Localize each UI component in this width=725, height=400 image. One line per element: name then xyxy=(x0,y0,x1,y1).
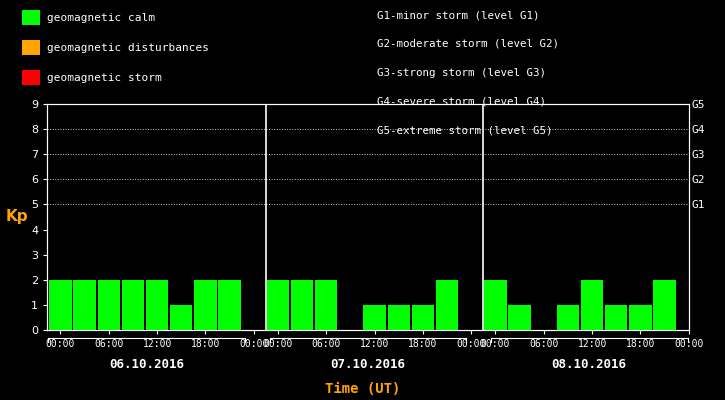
Bar xyxy=(291,280,313,330)
Text: G4-severe storm (level G4): G4-severe storm (level G4) xyxy=(377,96,546,106)
Bar xyxy=(605,305,627,330)
Bar xyxy=(218,280,241,330)
Bar xyxy=(629,305,652,330)
Text: 06.10.2016: 06.10.2016 xyxy=(109,358,184,371)
Text: 07.10.2016: 07.10.2016 xyxy=(331,358,405,371)
Bar xyxy=(388,305,410,330)
Bar xyxy=(98,280,120,330)
Bar xyxy=(484,280,507,330)
Text: G5-extreme storm (level G5): G5-extreme storm (level G5) xyxy=(377,125,552,135)
Bar xyxy=(122,280,144,330)
Bar xyxy=(557,305,579,330)
Bar xyxy=(436,280,458,330)
Text: G2-moderate storm (level G2): G2-moderate storm (level G2) xyxy=(377,39,559,49)
Y-axis label: Kp: Kp xyxy=(6,210,28,224)
Bar xyxy=(508,305,531,330)
Bar xyxy=(581,280,603,330)
Text: G3-strong storm (level G3): G3-strong storm (level G3) xyxy=(377,68,546,78)
Bar xyxy=(170,305,192,330)
Text: Time (UT): Time (UT) xyxy=(325,382,400,396)
Bar xyxy=(412,305,434,330)
Text: geomagnetic storm: geomagnetic storm xyxy=(47,73,162,83)
Bar xyxy=(73,280,96,330)
Bar xyxy=(315,280,337,330)
Text: geomagnetic disturbances: geomagnetic disturbances xyxy=(47,43,209,53)
Bar xyxy=(267,280,289,330)
Bar xyxy=(49,280,72,330)
Bar xyxy=(146,280,168,330)
Bar xyxy=(363,305,386,330)
Bar xyxy=(653,280,676,330)
Text: G1-minor storm (level G1): G1-minor storm (level G1) xyxy=(377,10,539,20)
Bar xyxy=(194,280,217,330)
Text: geomagnetic calm: geomagnetic calm xyxy=(47,13,155,23)
Text: 08.10.2016: 08.10.2016 xyxy=(552,358,626,371)
